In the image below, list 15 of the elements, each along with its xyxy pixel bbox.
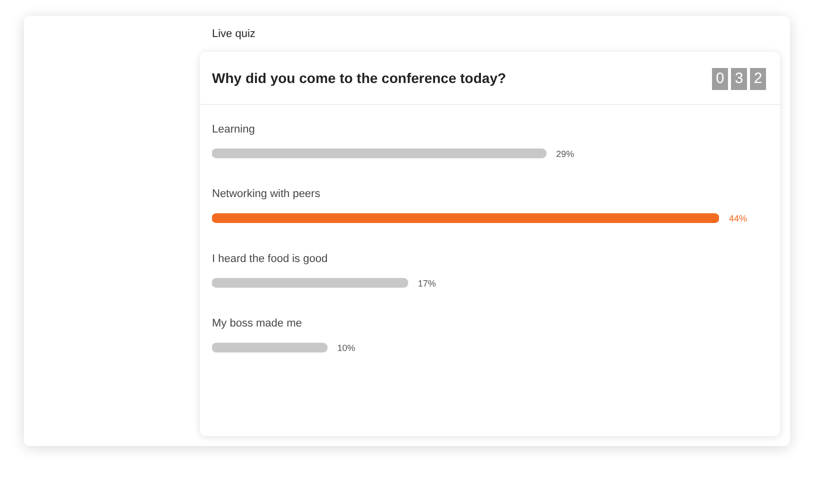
y-tick-label: Learning [212,123,255,136]
bar [212,342,328,352]
y-tick-label: I heard the food is good [212,252,328,265]
data-label: 17% [418,278,436,288]
chart-title: Why did you come to the conference today? [212,70,506,86]
bar [212,278,408,288]
y-tick-label: My boss made me [212,318,302,330]
data-label: 44% [729,214,748,224]
data-label: 29% [556,148,574,159]
chart-subtitle: Live quiz [212,28,256,40]
bar [212,148,546,158]
y-tick-label: Networking with peers [212,188,321,200]
bar [212,213,719,223]
data-label: 10% [337,343,356,354]
text: 0 3 2 [714,69,764,89]
